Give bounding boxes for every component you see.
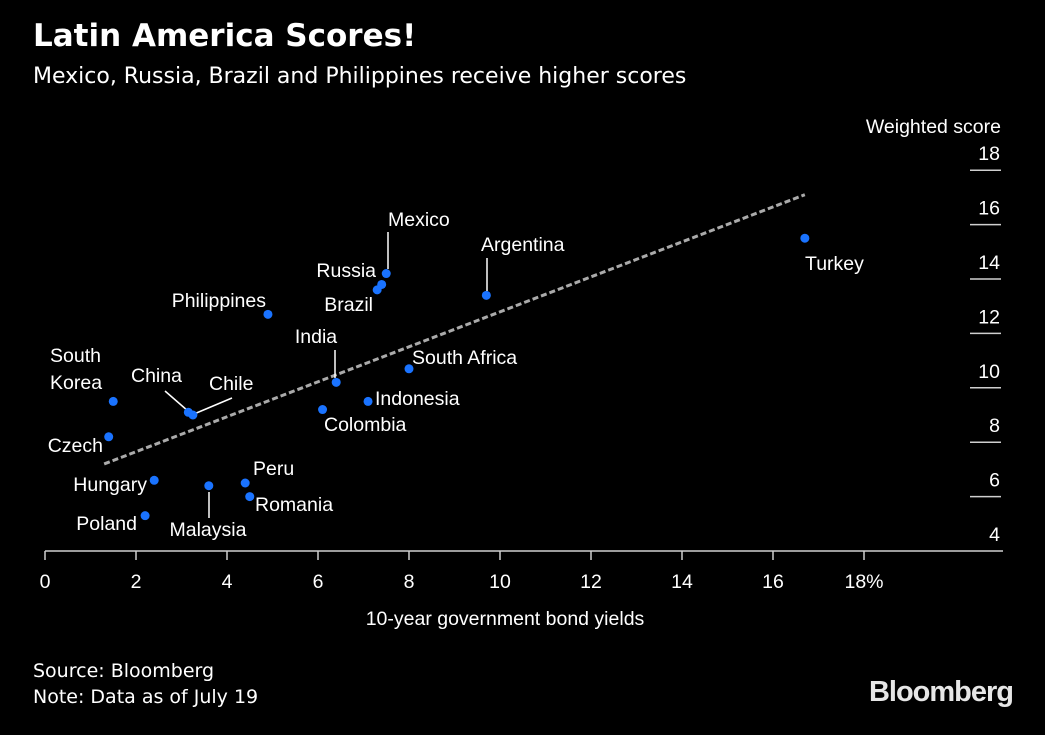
point-colombia (318, 405, 328, 415)
y-tick-label: 14 (978, 252, 1000, 274)
point-south-africa (404, 364, 414, 374)
label-south-africa: South Africa (412, 347, 517, 369)
point-chile (188, 410, 198, 420)
label-poland: Poland (76, 513, 137, 535)
label-brazil: Brazil (324, 294, 373, 316)
x-tick-label: 16 (762, 571, 784, 593)
label-philippines: Philippines (172, 290, 267, 312)
label-hungary: Hungary (73, 474, 147, 496)
x-tick-label: 14 (671, 571, 693, 593)
label-argentina: Argentina (481, 234, 565, 256)
label-turkey: Turkey (805, 253, 864, 275)
source-note: Source: Bloomberg (33, 660, 215, 682)
y-axis-label: Weighted score (866, 116, 1001, 138)
y-tick-label: 16 (978, 198, 1000, 220)
label-indonesia: Indonesia (375, 388, 460, 410)
y-tick-label: 18 (978, 143, 1000, 165)
point-czech (104, 432, 114, 442)
label-chile: Chile (209, 373, 253, 395)
leader-line-chile (193, 397, 233, 415)
x-tick-label: 18% (844, 571, 883, 593)
label-peru: Peru (253, 458, 294, 480)
point-mexico (381, 269, 391, 279)
x-tick-label: 8 (404, 571, 415, 593)
x-tick-label: 10 (489, 571, 511, 593)
chart-title: Latin America Scores! (33, 18, 417, 54)
label-romania: Romania (255, 494, 333, 516)
x-axis-label: 10-year government bond yields (366, 608, 645, 630)
point-hungary (149, 475, 159, 485)
point-malaysia (204, 481, 214, 491)
x-tick-label: 0 (40, 571, 51, 593)
point-south-korea (108, 396, 118, 406)
point-indonesia (363, 396, 373, 406)
point-poland (140, 511, 150, 521)
label-mexico: Mexico (388, 209, 450, 231)
label-india: India (295, 326, 337, 348)
label-south-korea: South Korea (50, 345, 102, 394)
label-czech: Czech (48, 435, 103, 457)
chart-subtitle: Mexico, Russia, Brazil and Philippines r… (33, 64, 687, 89)
label-colombia: Colombia (324, 414, 407, 436)
label-china: China (131, 365, 182, 387)
y-tick-label: 8 (989, 415, 1000, 437)
point-peru (240, 478, 250, 488)
x-tick-label: 4 (222, 571, 233, 593)
point-brazil (372, 285, 382, 295)
y-tick-label: 4 (989, 524, 1000, 546)
y-tick-label: 10 (978, 361, 1000, 383)
trend-line (103, 193, 806, 466)
point-philippines (263, 309, 273, 319)
x-tick-label: 12 (580, 571, 602, 593)
point-argentina (481, 290, 491, 300)
leader-line-china (164, 390, 189, 412)
point-turkey (800, 233, 810, 243)
bloomberg-logo: Bloomberg (868, 676, 1014, 708)
x-tick-label: 2 (131, 571, 142, 593)
point-romania (245, 492, 255, 502)
y-tick-label: 6 (989, 470, 1000, 492)
y-tick-label: 12 (978, 306, 1000, 328)
x-tick-label: 6 (313, 571, 324, 593)
point-india (331, 377, 341, 387)
data-note: Note: Data as of July 19 (33, 686, 259, 708)
label-russia: Russia (316, 260, 376, 282)
label-malaysia: Malaysia (170, 519, 247, 541)
